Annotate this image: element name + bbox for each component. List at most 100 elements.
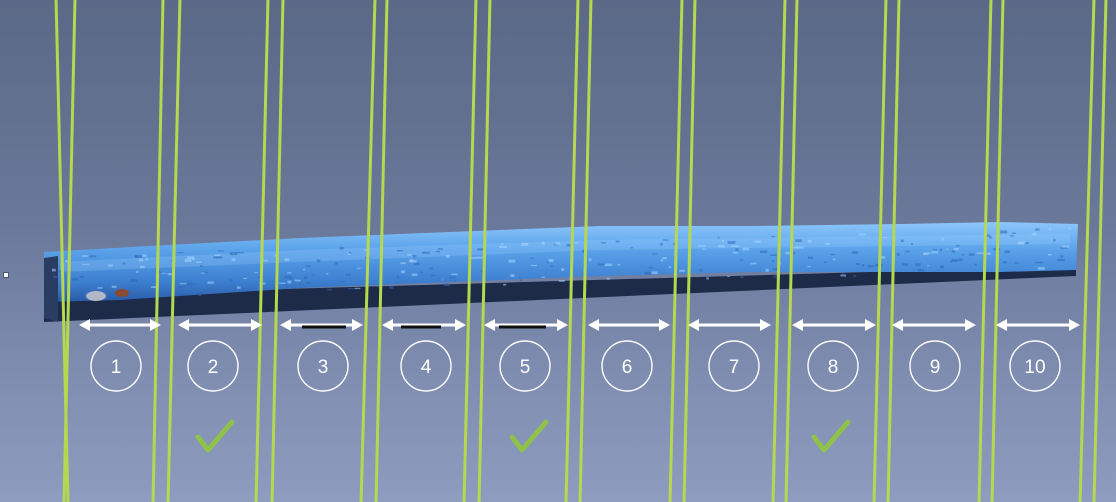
- scan-speckle: [287, 280, 292, 284]
- scan-speckle: [651, 271, 658, 275]
- scan-speckle: [917, 269, 925, 272]
- scan-speckle: [771, 235, 775, 238]
- scan-speckle: [347, 288, 355, 290]
- scan-speckle: [501, 243, 504, 246]
- scan-speckle: [284, 275, 292, 279]
- scan-speckle: [345, 273, 351, 276]
- log-shadow: [44, 266, 1076, 322]
- segment-1: 1: [79, 319, 161, 392]
- guide-line: [578, 0, 593, 502]
- scan-speckle: [1035, 228, 1040, 231]
- scan-speckle: [364, 249, 367, 251]
- scan-speckle: [51, 268, 56, 272]
- segment-2: 2: [178, 319, 262, 453]
- resize-handle[interactable]: [3, 272, 9, 278]
- scan-speckle: [983, 252, 991, 255]
- arrowhead-left-icon: [892, 319, 903, 331]
- scan-speckle: [228, 279, 233, 282]
- scan-speckle: [207, 281, 214, 284]
- scan-speckle: [840, 274, 847, 277]
- scan-speckle: [774, 274, 780, 276]
- arrowhead-left-icon: [280, 319, 291, 331]
- segment-circle: [601, 340, 653, 392]
- scan-speckle: [470, 256, 478, 259]
- scan-speckle: [861, 264, 864, 267]
- scan-speckle: [429, 267, 434, 270]
- scan-speckle: [905, 250, 910, 253]
- segment-circle: [909, 340, 961, 392]
- scan-speckle: [830, 253, 836, 256]
- scan-speckle: [161, 272, 166, 274]
- arrowhead-right-icon: [760, 319, 771, 331]
- scan-speckle: [97, 287, 103, 289]
- scan-speckle: [546, 261, 549, 264]
- scan-speckle: [217, 250, 224, 252]
- scan-speckle: [853, 275, 856, 278]
- scan-speckle: [107, 264, 113, 267]
- segment-number: 8: [828, 357, 839, 378]
- scan-speckle: [145, 258, 148, 261]
- scan-speckle: [340, 280, 346, 283]
- scan-speckle: [316, 259, 321, 263]
- scan-speckle: [735, 248, 739, 252]
- scan-speckle: [662, 239, 669, 241]
- scan-speckle: [140, 265, 145, 269]
- scan-speckle: [825, 242, 830, 246]
- segment-circle: [708, 340, 760, 392]
- arrowhead-right-icon: [251, 319, 262, 331]
- scan-speckle: [750, 262, 757, 265]
- scan-speckle: [339, 247, 345, 250]
- scan-speckle: [53, 275, 58, 278]
- scan-speckle: [566, 244, 574, 247]
- scan-speckle: [953, 247, 959, 251]
- scan-speckle: [177, 286, 185, 288]
- scan-speckle: [881, 256, 885, 259]
- scan-speckle: [606, 277, 611, 280]
- scan-speckle: [444, 283, 451, 286]
- segment-6: 6: [588, 319, 670, 392]
- scan-speckle: [122, 262, 126, 265]
- arrowhead-left-icon: [382, 319, 393, 331]
- scan-speckle: [243, 277, 247, 280]
- scan-speckle: [796, 246, 804, 249]
- scan-speckle: [134, 255, 143, 258]
- arrowhead-left-icon: [996, 319, 1007, 331]
- scan-speckle: [660, 259, 664, 262]
- scan-speckle: [722, 239, 724, 242]
- scan-speckle: [219, 256, 223, 259]
- scan-speckle: [832, 258, 836, 261]
- log-surface-texture: [51, 227, 1071, 296]
- guide-line: [270, 0, 285, 502]
- scan-speckle: [754, 240, 761, 243]
- scan-speckle: [304, 276, 308, 280]
- guide-line: [668, 0, 684, 502]
- scan-speckle: [334, 262, 338, 265]
- scan-speckle: [530, 264, 537, 267]
- scan-speckle: [503, 283, 507, 286]
- scan-speckle: [984, 234, 991, 237]
- scan-speckle: [946, 248, 949, 250]
- scan-speckle: [699, 269, 703, 272]
- scan-speckle: [617, 263, 621, 266]
- scan-speckle: [263, 259, 269, 262]
- scan-speckle: [81, 255, 90, 257]
- scan-speckle: [477, 248, 483, 251]
- scan-speckle: [717, 237, 720, 239]
- segment-number: 1: [111, 357, 122, 378]
- scan-speckle: [765, 268, 769, 272]
- scan-speckle: [842, 272, 845, 275]
- scan-speckle: [354, 287, 361, 290]
- guide-line: [872, 0, 888, 502]
- scan-speckle: [760, 250, 768, 253]
- segment-circle: [90, 340, 142, 392]
- segment-circle: [400, 340, 452, 392]
- scan-speckle: [1014, 262, 1020, 264]
- scan-speckle: [71, 277, 79, 281]
- scan-speckle: [941, 237, 944, 241]
- scan-speckle: [807, 239, 812, 243]
- scan-speckle: [1048, 254, 1052, 256]
- arrowhead-right-icon: [557, 319, 568, 331]
- scan-speckle: [311, 274, 315, 276]
